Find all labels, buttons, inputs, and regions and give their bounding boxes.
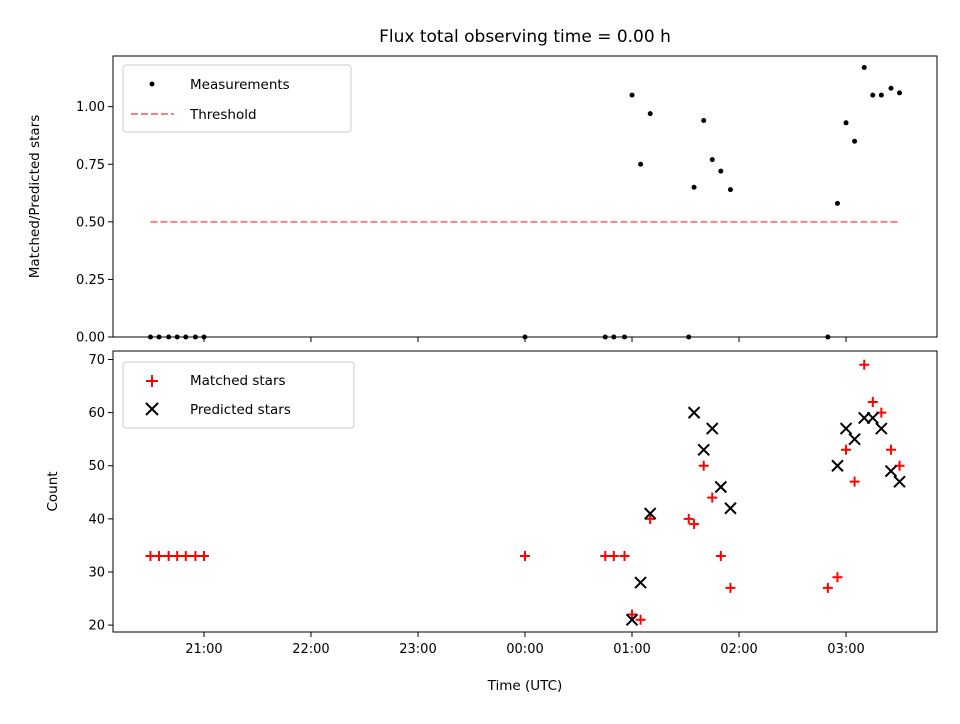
flux-ratio-y-axis-label: Matched/Predicted stars <box>27 115 43 278</box>
matched-stars-point <box>683 513 694 524</box>
x-tick-label: 01:00 <box>613 642 650 657</box>
matched-stars-point <box>645 513 656 524</box>
predicted-stars-point <box>706 422 719 435</box>
matched-stars-point <box>698 460 709 471</box>
matched-stars-point <box>619 551 630 562</box>
predicted-stars-point <box>848 432 861 446</box>
measurements-point <box>701 117 707 123</box>
flux-ratio-panel: 0.00 0.25 0.50 0.75 1.00 Matched/Predicted s… <box>27 55 938 346</box>
x-tick-label: 21:00 <box>185 642 222 657</box>
measurements-point <box>897 90 903 96</box>
measurements-point <box>709 157 715 163</box>
measurements-point <box>727 187 733 193</box>
legend-measurements-label: Measurements <box>190 77 290 93</box>
measurements-point <box>691 184 697 190</box>
measurements-point <box>647 111 653 117</box>
x-axis-label: Time (UTC) <box>487 678 563 694</box>
star-count-plot-frame <box>112 350 938 633</box>
x-tick-label: 03:00 <box>827 642 864 657</box>
x-tick-label: 22:00 <box>292 642 329 657</box>
measurements-point <box>861 65 867 71</box>
chart-title: Flux total observing time = 0.00 h <box>379 27 671 47</box>
star-count-y-tick-label: 40 <box>88 512 105 527</box>
measurements-point <box>834 200 840 206</box>
legend-predicted-stars-marker <box>145 402 159 416</box>
predicted-stars-point <box>831 459 844 472</box>
predicted-stars-point <box>634 576 647 589</box>
legend-measurements-marker <box>149 81 155 87</box>
matched-stars-point <box>154 551 165 562</box>
matched-stars-point <box>635 614 646 625</box>
predicted-stars-point <box>714 480 728 494</box>
predicted-stars-point <box>875 422 888 435</box>
flux-ratio-legend: Measurements Threshold <box>122 64 352 133</box>
measurements-point <box>870 92 876 98</box>
star-count-legend-box <box>122 361 355 429</box>
matched-stars-point <box>885 444 896 455</box>
measurements-point <box>629 92 635 98</box>
matched-stars-point <box>715 551 726 562</box>
predicted-stars-point <box>884 464 898 478</box>
matched-stars-point <box>859 359 870 370</box>
star-count-y-tick-label: 50 <box>88 459 105 474</box>
predicted-stars-point <box>893 475 906 488</box>
star-count-y-tick-label: 60 <box>88 406 105 421</box>
matched-stars-point <box>520 551 530 562</box>
star-count-y-tick-label: 20 <box>88 619 105 634</box>
measurements-point <box>888 85 894 91</box>
legend-matched-stars-label: Matched stars <box>190 373 286 389</box>
measurements-point <box>718 168 724 174</box>
flux-ratio-plot-frame <box>112 55 938 338</box>
measurements-point <box>852 138 858 144</box>
predicted-stars-point <box>625 613 639 626</box>
matched-stars-point <box>841 444 852 455</box>
matched-stars-point <box>867 396 878 407</box>
predicted-stars-point <box>687 406 701 419</box>
predicted-stars-point <box>697 443 710 457</box>
flux-ratio-y-tick-label: 0.50 <box>76 215 105 230</box>
star-count-y-tick-label: 30 <box>88 565 105 580</box>
flux-ratio-y-tick-label: 0.75 <box>76 158 105 173</box>
star-count-legend: Matched stars Predicted stars <box>122 361 355 429</box>
matched-stars-point <box>180 551 191 562</box>
matched-stars-point <box>689 519 700 530</box>
matched-stars-point <box>600 551 611 562</box>
measurements-point <box>878 92 884 98</box>
matched-stars-point <box>172 551 183 562</box>
x-tick-label: 23:00 <box>399 642 436 657</box>
matched-stars-point <box>608 551 619 562</box>
matched-stars-point <box>145 551 156 562</box>
legend-predicted-stars-label: Predicted stars <box>190 402 291 418</box>
matched-stars-point <box>725 582 736 593</box>
predicted-stars-point <box>643 507 657 520</box>
predicted-stars-point <box>866 411 879 425</box>
matched-stars-point <box>832 572 843 583</box>
star-count-y-tick-label: 70 <box>88 353 105 368</box>
matched-stars-point <box>163 551 174 562</box>
star-count-panel: 20 30 40 50 60 70 21:00 22:00 23:00 00:00 01:00 02:… <box>45 350 938 694</box>
measurements-point <box>843 120 849 126</box>
legend-matched-stars-marker <box>146 375 158 387</box>
predicted-stars-point <box>839 422 853 435</box>
matched-stars-point <box>198 551 209 562</box>
matched-stars-point <box>190 551 201 562</box>
flux-ratio-legend-box <box>122 64 352 133</box>
flux-ratio-y-tick-label: 1.00 <box>76 100 105 115</box>
flux-ratio-y-tick-label: 0.25 <box>76 273 105 288</box>
x-tick-label: 00:00 <box>506 642 543 657</box>
measurements-point <box>638 161 644 167</box>
flux-ratio-y-tick-label: 0.00 <box>76 331 105 346</box>
matched-stars-point <box>849 476 860 487</box>
matched-stars-point <box>822 582 833 593</box>
matched-stars-point <box>707 492 718 503</box>
star-count-y-axis-label: Count <box>45 471 61 511</box>
matched-stars-point <box>627 609 638 620</box>
predicted-stars-point <box>724 502 737 515</box>
x-tick-label: 02:00 <box>720 642 757 657</box>
legend-threshold-label: Threshold <box>189 107 257 123</box>
